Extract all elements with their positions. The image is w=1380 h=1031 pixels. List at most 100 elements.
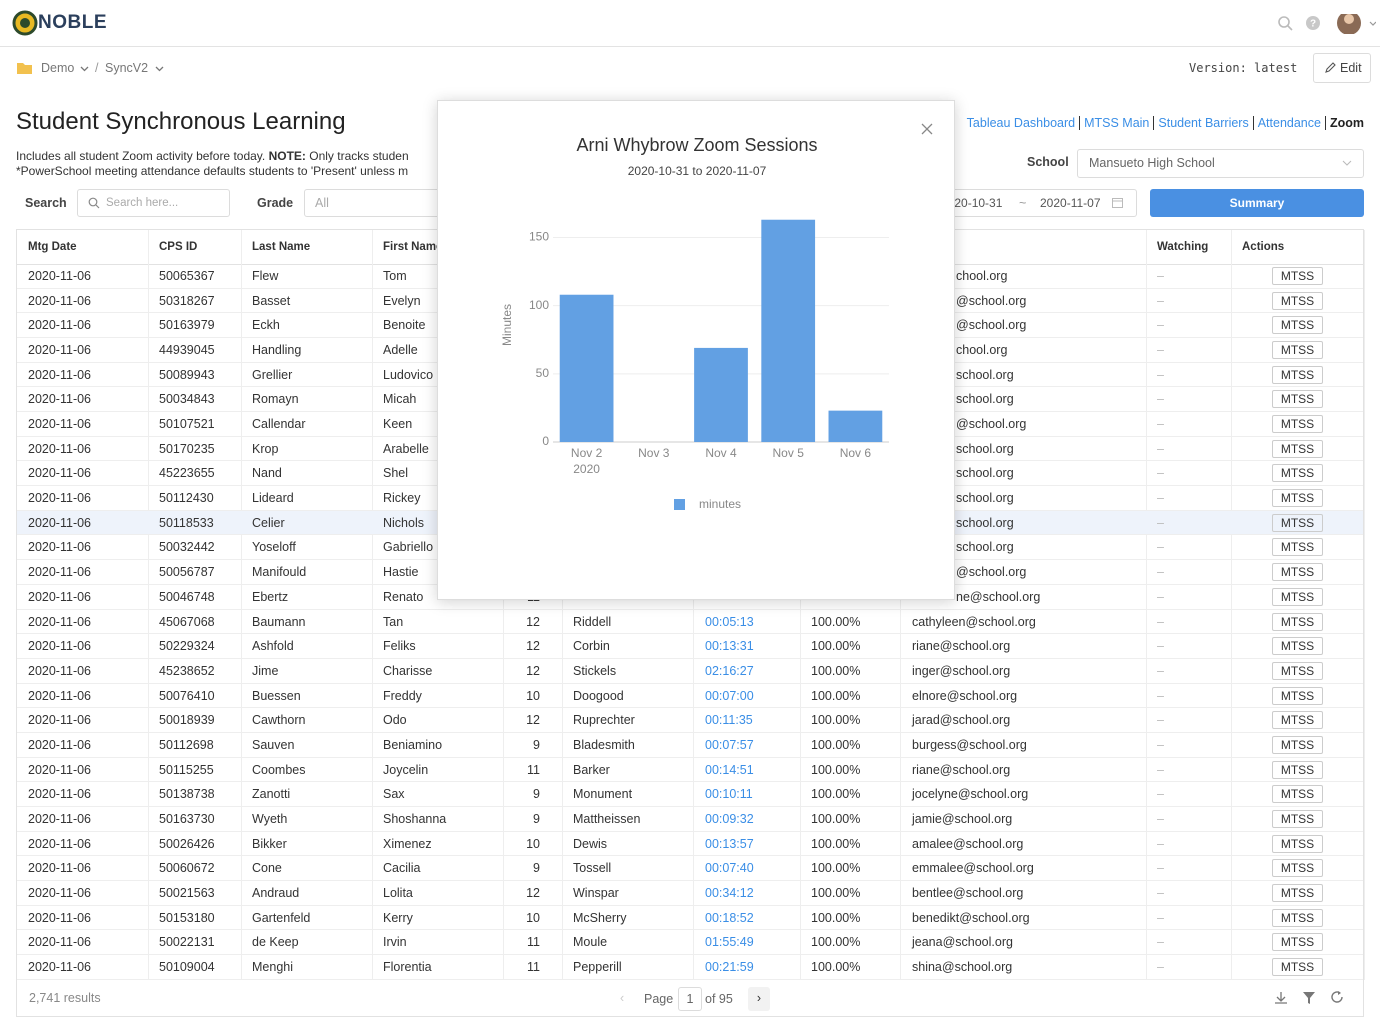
duration[interactable]: 00:21:59: [705, 960, 754, 975]
cell: 2020-11-06: [28, 960, 92, 975]
duration[interactable]: 01:55:49: [705, 935, 754, 950]
nav-link[interactable]: MTSS Main: [1079, 116, 1153, 130]
mtss-button[interactable]: MTSS: [1272, 291, 1323, 310]
mtss-button[interactable]: MTSS: [1272, 834, 1323, 853]
cell: 2020-11-06: [28, 639, 92, 654]
summary-button[interactable]: [1150, 189, 1364, 217]
grade: 11: [527, 960, 540, 975]
mtss-button[interactable]: MTSS: [1272, 809, 1323, 828]
duration[interactable]: 00:09:32: [705, 811, 754, 826]
cell: Dewis: [573, 836, 608, 851]
breadcrumb-item[interactable]: SyncV2: [105, 61, 149, 75]
mtss-button[interactable]: MTSS: [1272, 267, 1323, 285]
mtss-button[interactable]: MTSS: [1272, 785, 1323, 804]
mtss-button[interactable]: MTSS: [1272, 563, 1323, 582]
cell: 2020-11-06: [28, 762, 92, 777]
email: emmalee@school.org: [912, 861, 1034, 876]
page-input[interactable]: [678, 987, 702, 1011]
watching: –: [1157, 269, 1164, 283]
table-row: [17, 659, 1363, 684]
duration[interactable]: 00:34:12: [705, 886, 754, 900]
nav-link[interactable]: Student Barriers: [1153, 116, 1252, 130]
duration[interactable]: 00:18:52: [705, 910, 754, 925]
nav-link[interactable]: Tableau Dashboard: [966, 116, 1076, 130]
mtss-button[interactable]: MTSS: [1272, 859, 1323, 878]
breadcrumb-item[interactable]: Demo: [41, 61, 75, 75]
mtss-button[interactable]: MTSS: [1272, 958, 1323, 977]
mtss-button[interactable]: MTSS: [1272, 686, 1323, 705]
email: cathyleen@school.org: [912, 614, 1036, 629]
grade: 12: [526, 663, 540, 678]
table-row: [17, 585, 1363, 610]
duration[interactable]: 00:11:35: [705, 713, 753, 728]
column-divider: [900, 230, 901, 980]
duration[interactable]: 00:13:57: [705, 836, 754, 851]
duration[interactable]: 00:07:40: [705, 861, 754, 876]
summary-label[interactable]: Summary: [1229, 196, 1285, 210]
mtss-button[interactable]: MTSS: [1272, 415, 1323, 434]
mtss-button[interactable]: MTSS: [1272, 439, 1323, 458]
cell: Buessen: [252, 688, 301, 703]
nav-link[interactable]: Zoom: [1324, 116, 1364, 130]
duration[interactable]: 00:14:51: [705, 762, 754, 777]
watching: –: [1157, 737, 1164, 752]
mtss-button[interactable]: MTSS: [1272, 587, 1323, 606]
close-button[interactable]: [921, 123, 933, 135]
watching: –: [1157, 836, 1164, 851]
cell: 44939045: [159, 343, 215, 358]
mtss-button[interactable]: MTSS: [1272, 612, 1323, 631]
column-divider: [1146, 230, 1147, 980]
watching: –: [1157, 935, 1164, 950]
edit-button[interactable]: [1313, 53, 1371, 83]
mtss-button[interactable]: MTSS: [1272, 908, 1323, 927]
mtss-button[interactable]: MTSS: [1272, 711, 1323, 730]
mtss-button[interactable]: MTSS: [1272, 637, 1323, 656]
email: burgess@school.org: [912, 737, 1027, 752]
cell: Gabriello: [383, 540, 434, 555]
next-page[interactable]: ›: [748, 987, 770, 1011]
cell: 50318267: [159, 293, 215, 308]
mtss-button[interactable]: MTSS: [1272, 464, 1323, 483]
grade: 9: [533, 787, 540, 802]
mtss-button[interactable]: MTSS: [1272, 538, 1323, 557]
chevron: [1342, 160, 1352, 166]
mtss-button[interactable]: MTSS: [1272, 513, 1323, 532]
duration[interactable]: 00:13:31: [705, 639, 754, 654]
logo[interactable]: NOBLE: [38, 12, 107, 33]
mtss-button[interactable]: MTSS: [1272, 933, 1323, 952]
duration[interactable]: 00:05:13: [705, 614, 754, 629]
cell: 50229324: [159, 639, 215, 654]
cell: Benoite: [383, 318, 426, 333]
cell: Lolita: [383, 886, 413, 900]
mtss-button[interactable]: MTSS: [1272, 661, 1323, 680]
search-input[interactable]: [77, 189, 230, 217]
x-tick-label: Nov 4: [705, 446, 737, 460]
cell: Feliks: [383, 639, 416, 654]
cell: Keen: [383, 417, 413, 432]
mtss-button[interactable]: MTSS: [1272, 341, 1323, 360]
mtss-button[interactable]: MTSS: [1272, 735, 1323, 754]
mtss-button[interactable]: MTSS: [1272, 489, 1323, 508]
cell: 2020-11-06: [28, 935, 92, 950]
mtss-button[interactable]: MTSS: [1272, 760, 1323, 779]
duration[interactable]: 00:07:00: [705, 688, 754, 703]
cell: 2020-11-06: [28, 614, 92, 629]
mtss-button[interactable]: MTSS: [1272, 390, 1323, 409]
prev-page[interactable]: ‹: [620, 991, 625, 1005]
mtss-button[interactable]: MTSS: [1272, 884, 1323, 902]
cell: 45223655: [159, 466, 215, 481]
chevron: [155, 66, 164, 72]
school-select[interactable]: [1077, 149, 1364, 178]
edit-label[interactable]: Edit: [1340, 61, 1362, 75]
email: @school.org: [956, 565, 1027, 580]
nav-link[interactable]: Attendance: [1252, 116, 1325, 130]
duration[interactable]: 00:07:57: [705, 737, 754, 752]
table-row: [17, 733, 1363, 758]
chevron: [80, 66, 89, 72]
date-separator: ~: [1019, 196, 1027, 210]
duration[interactable]: 02:16:27: [705, 663, 754, 678]
cell: 2020-11-06: [28, 565, 92, 580]
mtss-button[interactable]: MTSS: [1272, 365, 1323, 384]
duration[interactable]: 00:10:11: [705, 787, 753, 802]
mtss-button[interactable]: MTSS: [1272, 316, 1323, 335]
